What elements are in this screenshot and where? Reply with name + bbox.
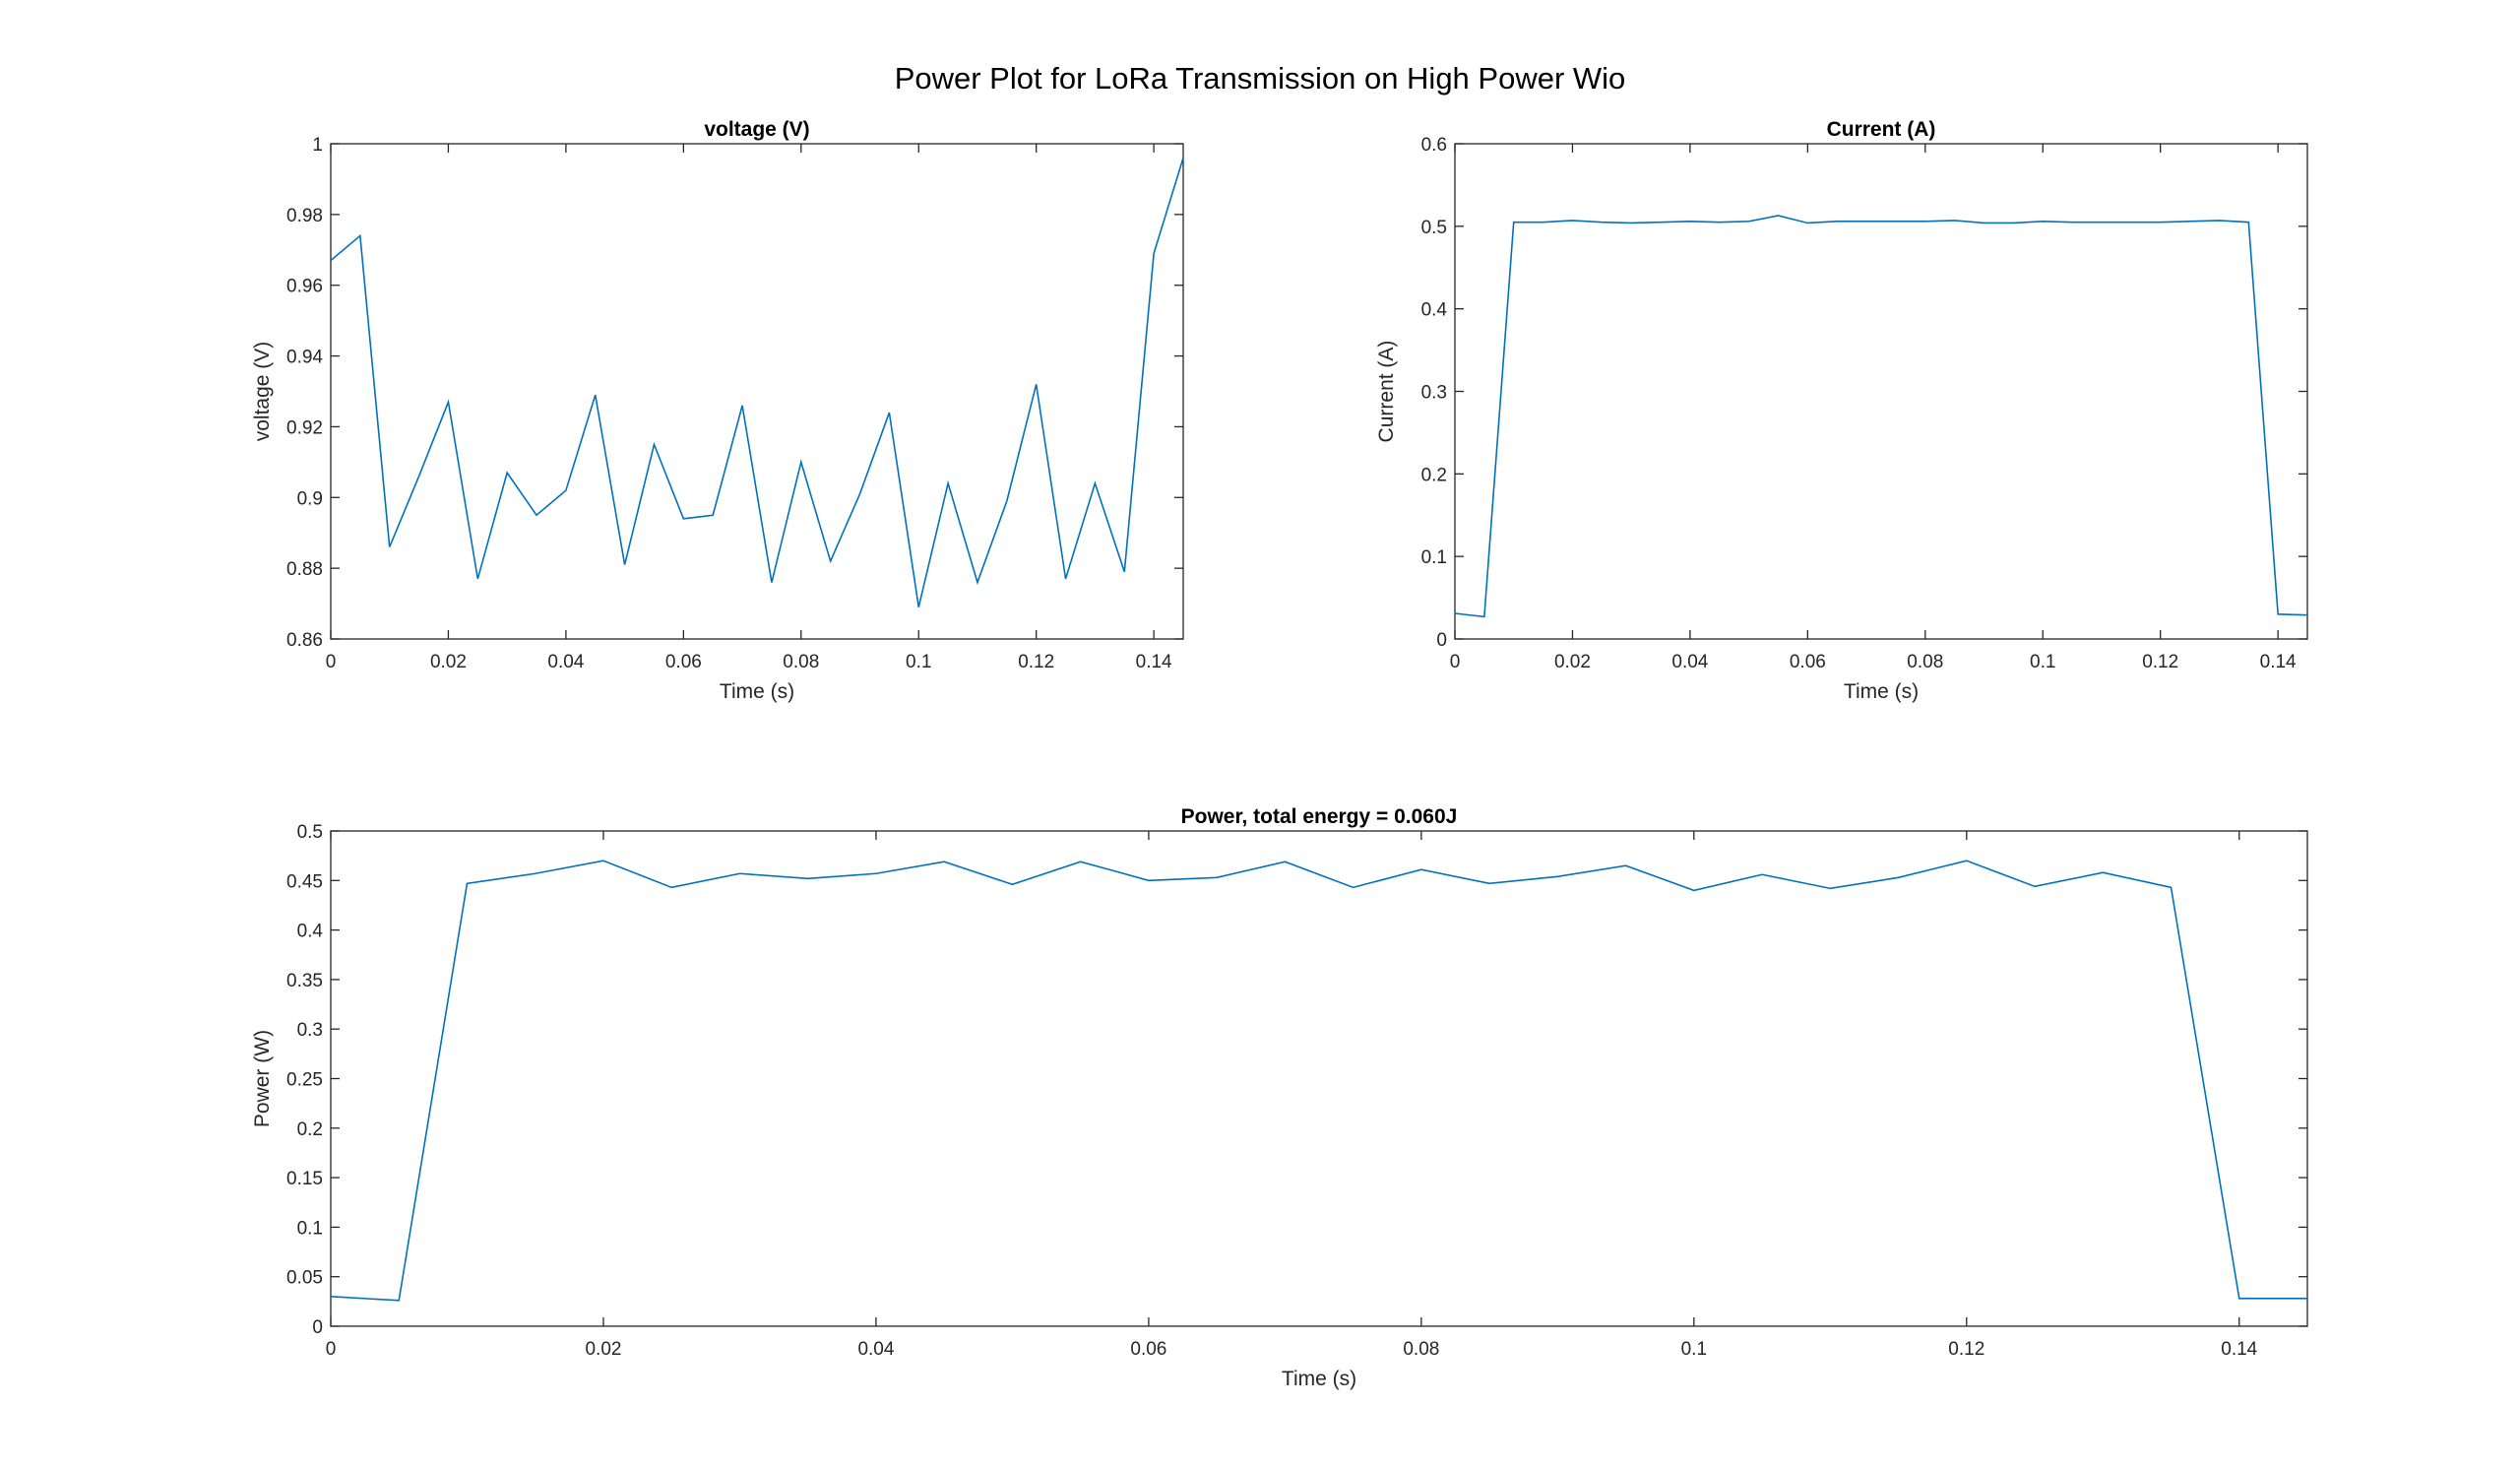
power-x-tick-label: 0 [326, 1339, 337, 1360]
current-y-tick-label: 0.4 [1421, 300, 1448, 321]
current-x-axis-label: Time (s) [1844, 680, 1919, 703]
power-x-tick-label: 0.06 [1130, 1339, 1166, 1360]
power-y-tick-label: 0.1 [297, 1218, 323, 1239]
voltage-y-tick-label: 0.98 [286, 206, 323, 226]
voltage-y-tick-label: 0.86 [286, 630, 323, 651]
current-y-axis-label: Current (A) [1375, 341, 1398, 443]
voltage-y-tick-label: 1 [312, 135, 323, 156]
current-x-tick-label: 0.02 [1554, 652, 1591, 672]
current-x-tick-label: 0.1 [2030, 652, 2055, 672]
voltage-x-tick-label: 0.14 [1136, 652, 1172, 672]
current-y-tick-label: 0 [1436, 630, 1447, 651]
current-plot-frame [1454, 143, 2308, 640]
voltage-y-tick-label: 0.92 [286, 417, 323, 438]
power-y-tick-label: 0.15 [286, 1169, 323, 1189]
voltage-x-tick-label: 0.02 [430, 652, 467, 672]
power-y-tick-label: 0.5 [297, 822, 323, 843]
current-series-line [1454, 215, 2308, 618]
voltage-x-tick-label: 0.1 [906, 652, 931, 672]
power-y-axis-label: Power (W) [251, 1030, 274, 1127]
voltage-axes: 0 0.02 0.04 0.06 0.08 0.1 0.12 0.14 0.86 0.88 0.9 0… [251, 118, 1184, 703]
power-x-tick-label: 0.14 [2221, 1339, 2257, 1360]
voltage-y-tick-label: 0.96 [286, 277, 323, 297]
voltage-x-tick-label: 0.08 [783, 652, 819, 672]
power-y-tick-label: 0.45 [286, 871, 323, 892]
current-x-tick-label: 0.14 [2260, 652, 2297, 672]
power-y-tick-label: 0.3 [297, 1020, 323, 1041]
current-y-tick-label: 0.1 [1421, 547, 1447, 568]
current-y-tick-label: 0.5 [1421, 218, 1447, 238]
voltage-axes-title: voltage (V) [704, 118, 809, 141]
voltage-x-tick-label: 0 [326, 652, 337, 672]
current-y-tick-label: 0.2 [1421, 465, 1447, 485]
voltage-plot-frame [330, 143, 1184, 640]
power-y-tick-label: 0 [312, 1317, 323, 1338]
power-x-tick-label: 0.1 [1681, 1339, 1707, 1360]
current-x-tick-label: 0.06 [1790, 652, 1826, 672]
power-y-tick-label: 0.35 [286, 971, 323, 991]
voltage-y-tick-label: 0.9 [297, 488, 323, 509]
power-x-tick-label: 0.02 [585, 1339, 621, 1360]
power-plot-frame [330, 830, 2308, 1327]
voltage-x-tick-label: 0.06 [665, 652, 702, 672]
power-axes: 0 0.02 0.04 0.06 0.08 0.1 0.12 0.14 0 0.05 0.1 0.15… [251, 805, 2308, 1390]
current-x-tick-label: 0.08 [1907, 652, 1943, 672]
voltage-series-line [330, 158, 1184, 607]
voltage-y-tick-label: 0.88 [286, 559, 323, 580]
power-x-tick-label: 0.08 [1403, 1339, 1439, 1360]
power-axes-title: Power, total energy = 0.060J [1181, 805, 1458, 828]
voltage-y-tick-label: 0.94 [286, 348, 323, 368]
current-y-tick-label: 0.6 [1421, 135, 1447, 156]
voltage-y-axis-label: voltage (V) [251, 342, 274, 442]
power-y-tick-label: 0.05 [286, 1268, 323, 1289]
figure-title: Power Plot for LoRa Transmission on High… [894, 61, 1626, 96]
power-x-axis-label: Time (s) [1282, 1368, 1356, 1390]
power-series-line [330, 860, 2307, 1302]
power-y-tick-label: 0.4 [297, 922, 324, 942]
power-y-tick-label: 0.2 [297, 1119, 323, 1140]
current-axes-title: Current (A) [1827, 118, 1936, 141]
voltage-x-axis-label: Time (s) [720, 680, 794, 703]
current-x-tick-label: 0 [1450, 652, 1461, 672]
power-y-tick-label: 0.25 [286, 1070, 323, 1091]
current-y-tick-label: 0.3 [1421, 383, 1447, 404]
voltage-x-tick-label: 0.04 [547, 652, 584, 672]
voltage-x-tick-label: 0.12 [1018, 652, 1054, 672]
current-x-tick-label: 0.12 [2142, 652, 2178, 672]
current-axes: 0 0.02 0.04 0.06 0.08 0.1 0.12 0.14 0 0.1 0.2 0.3 0.… [1375, 118, 2308, 703]
power-x-tick-label: 0.04 [857, 1339, 894, 1360]
power-x-tick-label: 0.12 [1948, 1339, 1984, 1360]
current-x-tick-label: 0.04 [1671, 652, 1708, 672]
